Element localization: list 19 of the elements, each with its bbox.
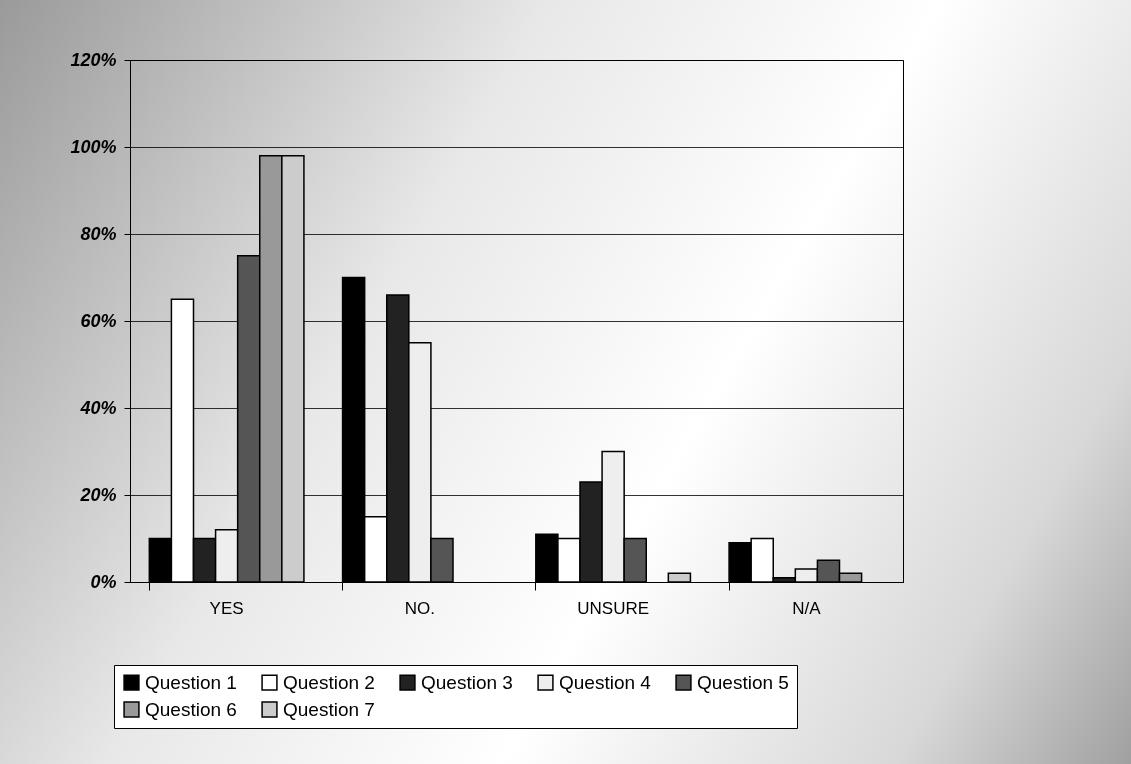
x-tick-label: UNSURE — [577, 598, 650, 618]
y-tick-label: 20% — [79, 484, 117, 505]
legend-label: Question 1 — [145, 671, 237, 693]
y-tick-label: 120% — [70, 49, 117, 70]
legend-label: Question 3 — [421, 671, 513, 693]
y-tick-label: 100% — [70, 136, 117, 157]
y-tick-label: 40% — [79, 397, 117, 418]
y-tick-label: 60% — [80, 310, 117, 331]
bar — [667, 572, 692, 583]
legend-label: Question 7 — [283, 698, 375, 720]
legend-label: Question 5 — [697, 671, 789, 693]
x-tick-label: YES — [209, 598, 244, 618]
x-tick-label: N/A — [792, 598, 822, 618]
legend-label: Question 4 — [559, 671, 652, 693]
x-tick-label: NO. — [404, 598, 435, 618]
legend-label: Question 2 — [283, 671, 375, 693]
y-tick-label: 0% — [90, 571, 117, 592]
y-tick-label: 80% — [80, 223, 117, 244]
legend-label: Question 6 — [145, 698, 237, 720]
